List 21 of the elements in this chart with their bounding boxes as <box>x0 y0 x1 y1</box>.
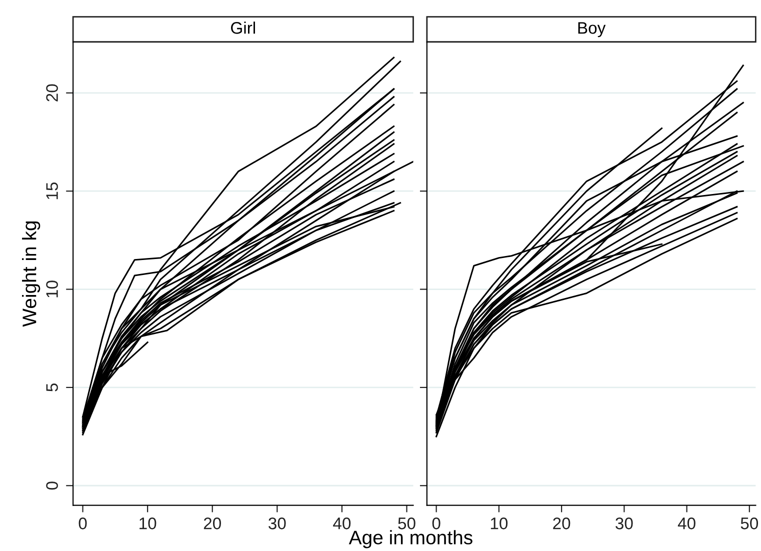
x-tick-label: 20 <box>204 518 221 530</box>
chart-title: Boy <box>578 22 606 38</box>
x-tick-label: 40 <box>678 518 696 530</box>
y-tick-label: 0 <box>46 482 58 490</box>
x-tick-label: 50 <box>398 518 416 530</box>
x-tick-label: 20 <box>553 518 570 530</box>
y-tick-label: 15 <box>46 182 58 200</box>
x-tick-label: 30 <box>616 518 633 530</box>
x-tick-label: 0 <box>78 518 87 530</box>
x-tick-label: 0 <box>432 518 440 530</box>
x-tick-label: 40 <box>333 518 351 530</box>
y-tick-label: 5 <box>46 384 58 392</box>
x-tick-label: 10 <box>140 518 156 530</box>
y-tick-label: 10 <box>46 280 58 298</box>
x-tick-label: 50 <box>740 518 758 530</box>
x-axis-title: Age in months <box>348 530 472 548</box>
x-tick-label: 10 <box>490 518 508 530</box>
x-tick-label: 30 <box>268 518 286 530</box>
y-axis-title: Weight in kg <box>22 221 40 327</box>
y-tick-label: 20 <box>46 84 58 102</box>
chart-title: Girl <box>231 22 255 34</box>
